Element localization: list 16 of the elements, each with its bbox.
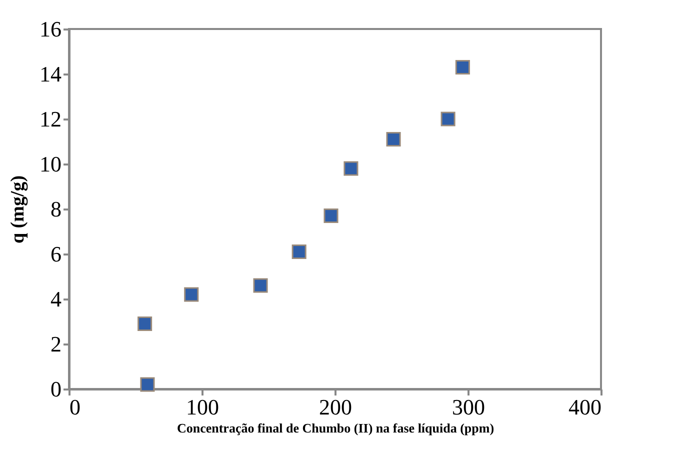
y-tick-label: 10: [40, 152, 62, 176]
y-tick-label: 6: [50, 242, 62, 266]
y-axis-title: q (mg/g): [8, 175, 28, 244]
x-tick-label: 200: [319, 394, 352, 420]
y-tick-label: 2: [50, 332, 62, 356]
x-tick-label: 300: [452, 394, 485, 420]
y-tick-label: 12: [40, 106, 62, 132]
y-tick-label: 16: [40, 16, 62, 42]
y-tick-label: 4: [50, 286, 62, 312]
y-tick-label: 0: [50, 376, 62, 402]
x-axis-title: Concentração final de Chumbo (II) na fase líquida (ppm): [176, 420, 494, 436]
x-tick-label: 0: [70, 394, 80, 420]
y-tick-label: 8: [50, 196, 62, 222]
x-tick-label: 400: [568, 394, 602, 420]
y-tick-label: 14: [40, 62, 62, 86]
x-tick-label: 100: [186, 394, 219, 420]
